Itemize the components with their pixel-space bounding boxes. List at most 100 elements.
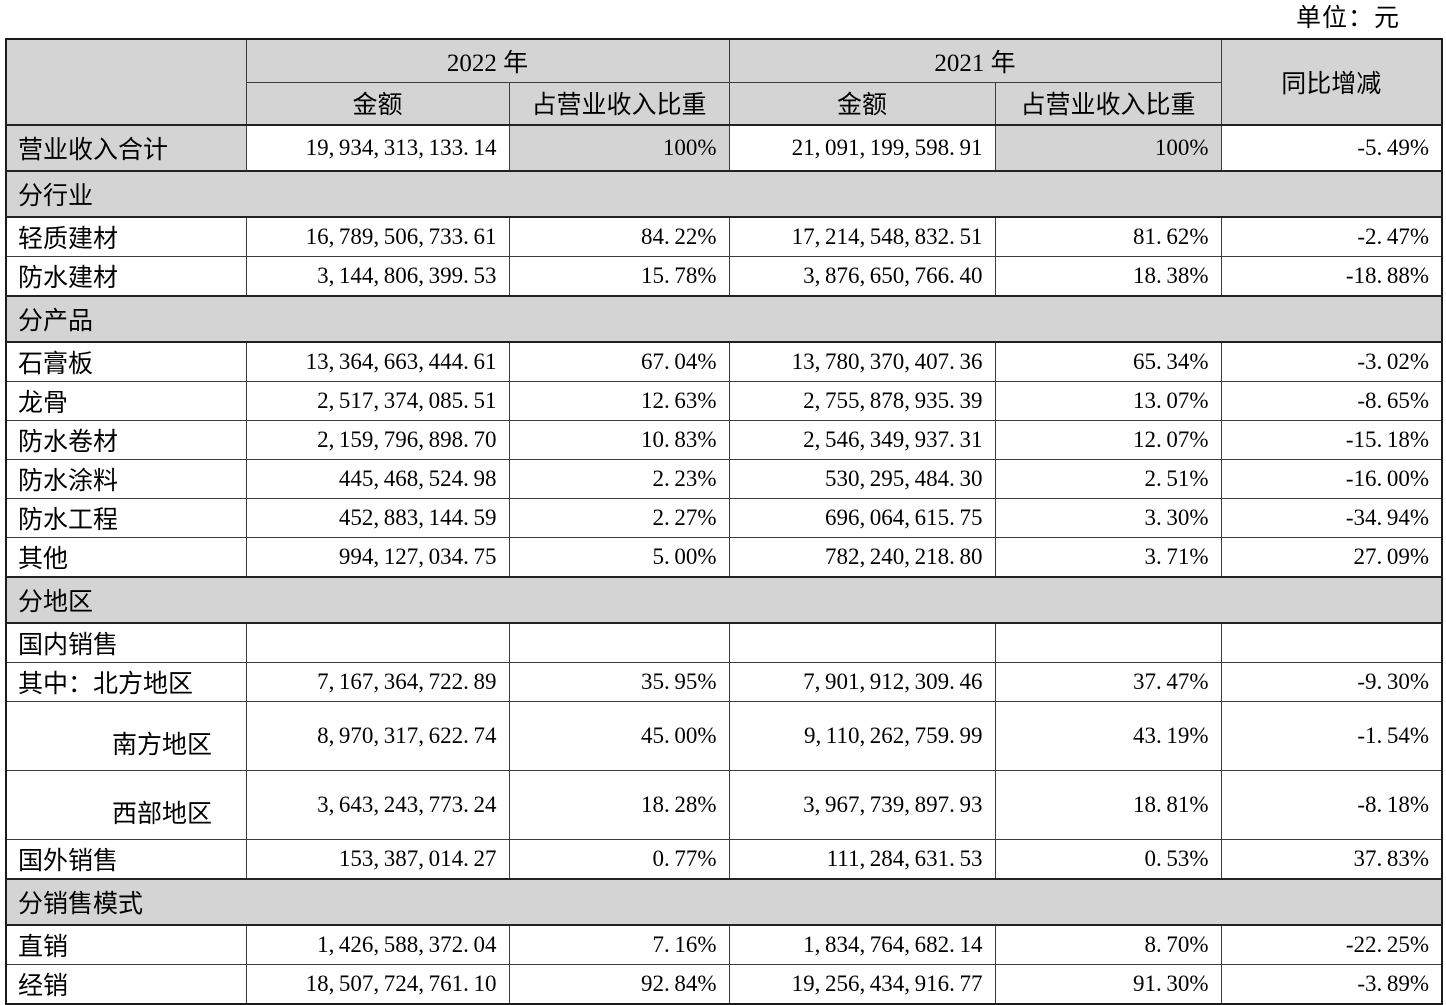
- table-row: 石膏板 13, 364, 663, 444. 61 67. 04% 13, 780, …: [5, 341, 1443, 382]
- change-value: -8. 18%: [1220, 770, 1443, 840]
- header-corner-cell: [5, 38, 247, 126]
- header-row-years: 2022 年 2021 年 同比增减: [5, 38, 1443, 126]
- amount-2021: 21, 091, 199, 598. 91: [728, 124, 996, 172]
- amount-2021: 3, 876, 650, 766. 40: [728, 256, 996, 297]
- section-label: 分地区: [5, 576, 1443, 624]
- change-value: -18. 88%: [1220, 256, 1443, 297]
- share-2021: 8. 70%: [994, 924, 1222, 965]
- amount-2021: 3, 967, 739, 897. 93: [728, 770, 996, 840]
- change-value: -22. 25%: [1220, 924, 1443, 965]
- unit-label: 单位：元: [1295, 5, 1400, 32]
- share-2021: 3. 30%: [994, 498, 1222, 538]
- amount-2021: 7, 901, 912, 309. 46: [728, 662, 996, 702]
- share-2022: 84. 22%: [508, 216, 730, 257]
- change-value: -3. 89%: [1220, 964, 1443, 1005]
- share-2021: 37. 47%: [994, 662, 1222, 702]
- share-2022: 0. 77%: [508, 839, 730, 880]
- share-2021: 65. 34%: [994, 341, 1222, 382]
- amount-2022: 452, 883, 144. 59: [245, 498, 510, 538]
- row-label: 营业收入合计: [5, 124, 247, 172]
- header-amount-2022: 金额: [245, 81, 510, 126]
- amount-2022: 18, 507, 724, 761. 10: [245, 964, 510, 1005]
- amount-2021: 19, 256, 434, 916. 77: [728, 964, 996, 1005]
- amount-2022: 2, 159, 796, 898. 70: [245, 420, 510, 460]
- row-label: 石膏板: [5, 341, 247, 382]
- change-value: 37. 83%: [1220, 839, 1443, 880]
- section-row: 分销售模式: [5, 878, 1443, 926]
- row-label: 西部地区: [5, 770, 247, 840]
- row-label: 龙骨: [5, 381, 247, 421]
- amount-2021: 17, 214, 548, 832. 51: [728, 216, 996, 257]
- page: 单位：元 2022 年 2021 年 同比增减 金额 占营业收入比重 金额 占营…: [5, 5, 1444, 1005]
- amount-2021: 2, 755, 878, 935. 39: [728, 381, 996, 421]
- revenue-table: 2022 年 2021 年 同比增减 金额 占营业收入比重 金额 占营业收入比重…: [5, 38, 1444, 1005]
- amount-2022: 2, 517, 374, 085. 51: [245, 381, 510, 421]
- amount-2022: 19, 934, 313, 133. 14: [245, 124, 510, 172]
- change-value: -2. 47%: [1220, 216, 1443, 257]
- share-2021: 2. 51%: [994, 459, 1222, 499]
- amount-2022: 994, 127, 034. 75: [245, 537, 510, 578]
- amount-2021: 530, 295, 484. 30: [728, 459, 996, 499]
- section-row: 分行业: [5, 170, 1443, 218]
- share-2021: 100%: [994, 124, 1222, 172]
- share-2022: 7. 16%: [508, 924, 730, 965]
- row-label: 防水卷材: [5, 420, 247, 460]
- share-2022: 5. 00%: [508, 537, 730, 578]
- row-label: 其中：北方地区: [5, 662, 247, 702]
- amount-2021: 111, 284, 631. 53: [728, 839, 996, 880]
- section-row: 分产品: [5, 295, 1443, 343]
- amount-2021: [728, 622, 996, 663]
- share-2022: 2. 23%: [508, 459, 730, 499]
- table-row: 国内销售: [5, 622, 1443, 663]
- table-row: 西部地区 3, 643, 243, 773. 24 18. 28% 3, 967, 7…: [5, 770, 1443, 840]
- table-body: 营业收入合计 19, 934, 313, 133. 14 100% 21, 091, …: [5, 124, 1443, 1005]
- section-row: 分地区: [5, 576, 1443, 624]
- amount-2022: 153, 387, 014. 27: [245, 839, 510, 880]
- amount-2022: [245, 622, 510, 663]
- amount-2022: 445, 468, 524. 98: [245, 459, 510, 499]
- header-row-metrics: 金额 占营业收入比重 金额 占营业收入比重: [6, 81, 1442, 126]
- amount-2021: 1, 834, 764, 682. 14: [728, 924, 996, 965]
- amount-2022: 3, 643, 243, 773. 24: [245, 770, 510, 840]
- row-label: 其他: [5, 537, 247, 578]
- change-value: [1220, 622, 1443, 663]
- row-label: 国外销售: [5, 839, 247, 880]
- table-row: 其他 994, 127, 034. 75 5. 00% 782, 240, 218. …: [5, 537, 1443, 578]
- row-label: 南方地区: [5, 701, 247, 771]
- change-value: 27. 09%: [1220, 537, 1443, 578]
- change-value: -5. 49%: [1220, 124, 1443, 172]
- share-2022: 45. 00%: [508, 701, 730, 771]
- share-2022: 2. 27%: [508, 498, 730, 538]
- amount-2022: 16, 789, 506, 733. 61: [245, 216, 510, 257]
- row-label: 国内销售: [5, 622, 247, 663]
- change-value: -8. 65%: [1220, 381, 1443, 421]
- table-row: 防水涂料 445, 468, 524. 98 2. 23% 530, 295, 484…: [5, 459, 1443, 499]
- share-2021: 91. 30%: [994, 964, 1222, 1005]
- change-value: -34. 94%: [1220, 498, 1443, 538]
- change-value: -1. 54%: [1220, 701, 1443, 771]
- header-year-2022: 2022 年: [245, 38, 730, 83]
- share-2021: 18. 81%: [994, 770, 1222, 840]
- share-2022: 67. 04%: [508, 341, 730, 382]
- table-row: 经销 18, 507, 724, 761. 10 92. 84% 19, 256, 4…: [5, 964, 1443, 1005]
- amount-2022: 13, 364, 663, 444. 61: [245, 341, 510, 382]
- table-row: 直销 1, 426, 588, 372. 04 7. 16% 1, 834, 764,…: [5, 924, 1443, 965]
- section-label: 分产品: [5, 295, 1443, 343]
- amount-2021: 782, 240, 218. 80: [728, 537, 996, 578]
- share-2021: 0. 53%: [994, 839, 1222, 880]
- share-2022: 15. 78%: [508, 256, 730, 297]
- row-label: 经销: [5, 964, 247, 1005]
- amount-2022: 8, 970, 317, 622. 74: [245, 701, 510, 771]
- share-2022: 10. 83%: [508, 420, 730, 460]
- header-amount-2021: 金额: [728, 81, 996, 126]
- table-header: 2022 年 2021 年 同比增减 金额 占营业收入比重 金额 占营业收入比重: [5, 38, 1443, 126]
- share-2022: [508, 622, 730, 663]
- amount-2022: 3, 144, 806, 399. 53: [245, 256, 510, 297]
- section-label: 分销售模式: [5, 878, 1443, 926]
- row-label: 防水建材: [5, 256, 247, 297]
- amount-2021: 696, 064, 615. 75: [728, 498, 996, 538]
- header-share-2021: 占营业收入比重: [994, 81, 1222, 126]
- amount-2022: 7, 167, 364, 722. 89: [245, 662, 510, 702]
- header-share-2022: 占营业收入比重: [508, 81, 730, 126]
- table-row: 防水工程 452, 883, 144. 59 2. 27% 696, 064, 615…: [5, 498, 1443, 538]
